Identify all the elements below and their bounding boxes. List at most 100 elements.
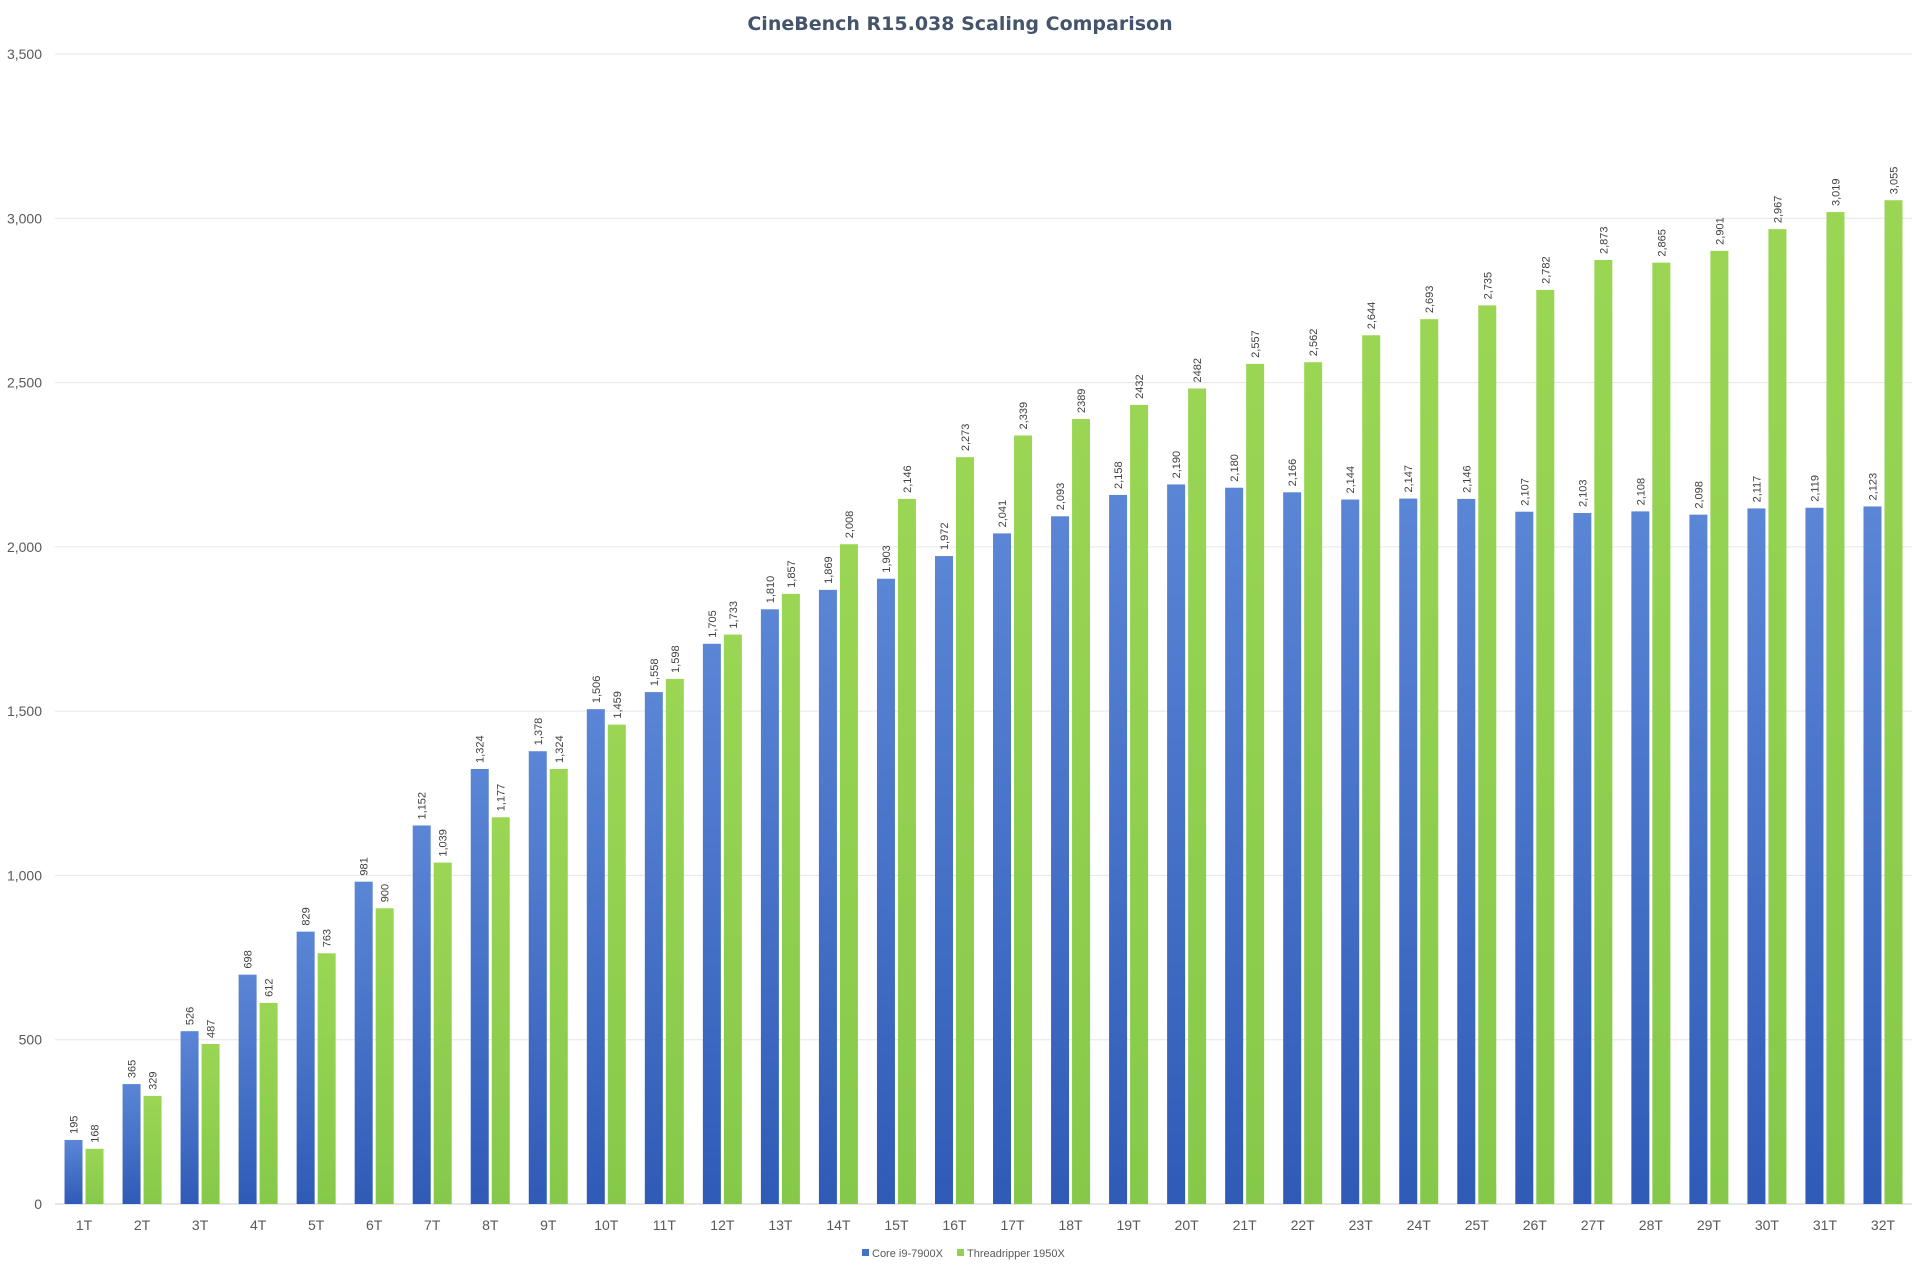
x-tick-label: 10T <box>594 1217 619 1233</box>
bar-core-i9-14T <box>818 589 837 1204</box>
bar-threadripper-5T <box>317 953 336 1204</box>
data-label: 2,967 <box>1772 196 1784 224</box>
data-label: 2,107 <box>1519 478 1531 506</box>
bar-threadripper-3T <box>201 1043 220 1204</box>
data-label: 2,146 <box>902 465 914 493</box>
y-tick-label: 2,000 <box>7 539 42 555</box>
bar-core-i9-25T <box>1457 498 1476 1204</box>
legend-swatch-threadripper[interactable] <box>957 1249 964 1256</box>
data-label: 2,158 <box>1113 461 1125 489</box>
data-label: 1,152 <box>417 792 429 820</box>
data-label: 2,562 <box>1308 329 1320 357</box>
data-label: 612 <box>264 979 276 997</box>
x-tick-label: 6T <box>366 1217 383 1233</box>
bar-threadripper-10T <box>607 724 626 1204</box>
data-label: 2,103 <box>1577 479 1589 507</box>
data-label: 1,506 <box>591 676 603 704</box>
bar-threadripper-25T <box>1478 305 1497 1204</box>
bar-core-i9-32T <box>1863 506 1882 1204</box>
bar-threadripper-23T <box>1362 335 1381 1204</box>
bar-core-i9-29T <box>1689 514 1708 1204</box>
x-tick-label: 24T <box>1407 1217 1432 1233</box>
bar-threadripper-17T <box>1014 435 1033 1204</box>
data-label: 1,177 <box>496 784 508 812</box>
bar-threadripper-2T <box>143 1095 162 1204</box>
legend-label-threadripper[interactable]: Threadripper 1950X <box>967 1248 1066 1260</box>
x-tick-label: 30T <box>1755 1217 1780 1233</box>
data-label: 2,119 <box>1809 475 1821 502</box>
legend[interactable]: Core i9-7900X Threadripper 1950X <box>862 1248 1066 1260</box>
bar-threadripper-18T <box>1072 419 1091 1204</box>
legend-swatch-core-i9[interactable] <box>862 1249 869 1256</box>
data-label: 2,901 <box>1714 217 1726 245</box>
data-label: 2,123 <box>1867 473 1879 501</box>
data-label: 2,098 <box>1693 481 1705 509</box>
bar-core-i9-27T <box>1573 513 1592 1204</box>
y-tick-label: 2,500 <box>7 375 42 391</box>
x-tick-label: 32T <box>1871 1217 1896 1233</box>
x-tick-label: 29T <box>1697 1217 1722 1233</box>
gridlines <box>55 53 1912 1205</box>
y-tick-label: 1,500 <box>7 703 42 719</box>
bar-threadripper-28T <box>1652 262 1671 1205</box>
bar-threadripper-24T <box>1420 319 1439 1205</box>
bar-threadripper-4T <box>259 1002 278 1204</box>
x-tick-label: 11T <box>653 1217 677 1233</box>
bar-core-i9-11T <box>644 692 663 1204</box>
bar-threadripper-30T <box>1768 229 1787 1205</box>
bar-core-i9-2T <box>122 1084 141 1204</box>
bar-core-i9-6T <box>354 881 373 1204</box>
data-label: 168 <box>90 1124 102 1142</box>
bar-threadripper-15T <box>897 498 916 1204</box>
data-label: 2,166 <box>1287 459 1299 487</box>
bar-core-i9-3T <box>180 1031 199 1204</box>
bar-core-i9-19T <box>1109 494 1128 1204</box>
data-label: 2432 <box>1134 374 1146 398</box>
x-axis: 1T 2T 3T 4T 5T 6T 7T 8T 9T 10T 11T 12T 13T 14T 15T 16T 1… <box>76 1217 1896 1233</box>
y-tick-label: 3,000 <box>7 210 42 226</box>
bar-core-i9-16T <box>934 556 953 1204</box>
bar-core-i9-22T <box>1283 492 1302 1204</box>
x-tick-label: 1T <box>76 1217 93 1233</box>
x-tick-label: 16T <box>942 1217 967 1233</box>
x-tick-label: 26T <box>1523 1217 1548 1233</box>
data-label: 2,041 <box>997 500 1009 528</box>
data-labels: 195 168 365 329 526 487 698 612 829 763 981 900 1,15… <box>69 167 1901 1143</box>
x-tick-label: 25T <box>1465 1217 1490 1233</box>
data-label: 195 <box>69 1116 81 1134</box>
chart-title: CineBench R15.038 Scaling Comparison <box>747 13 1172 35</box>
x-tick-label: 18T <box>1058 1217 1083 1233</box>
data-label: 3,019 <box>1830 179 1842 207</box>
data-label: 900 <box>380 884 392 902</box>
bar-core-i9-8T <box>470 768 489 1204</box>
x-tick-label: 4T <box>250 1217 267 1233</box>
data-label: 2,693 <box>1424 286 1436 314</box>
bar-core-i9-28T <box>1631 511 1650 1204</box>
bar-threadripper-16T <box>955 457 974 1205</box>
bar-core-i9-30T <box>1747 508 1766 1204</box>
bar-core-i9-9T <box>528 751 547 1204</box>
x-tick-label: 12T <box>710 1217 735 1233</box>
data-label: 365 <box>127 1060 139 1078</box>
bar-threadripper-26T <box>1536 289 1555 1204</box>
x-tick-label: 13T <box>768 1217 793 1233</box>
bar-threadripper-32T <box>1884 200 1903 1204</box>
bar-threadripper-6T <box>375 908 394 1204</box>
x-tick-label: 15T <box>884 1217 909 1233</box>
data-label: 329 <box>148 1072 160 1090</box>
data-label: 1,459 <box>612 691 624 719</box>
bar-core-i9-4T <box>238 974 257 1204</box>
data-label: 2,146 <box>1461 465 1473 493</box>
bar-threadripper-21T <box>1246 363 1265 1204</box>
data-label: 2,644 <box>1366 302 1378 330</box>
bar-threadripper-20T <box>1188 388 1207 1204</box>
legend-label-core-i9[interactable]: Core i9-7900X <box>872 1248 944 1260</box>
bar-core-i9-24T <box>1399 498 1418 1204</box>
data-label: 2,865 <box>1656 229 1668 257</box>
y-tick-label: 1,000 <box>7 867 42 883</box>
data-label: 763 <box>322 929 334 947</box>
data-label: 2,782 <box>1540 256 1552 284</box>
bar-core-i9-17T <box>993 533 1012 1204</box>
bar-core-i9-18T <box>1051 516 1070 1204</box>
data-label: 1,972 <box>939 523 951 551</box>
